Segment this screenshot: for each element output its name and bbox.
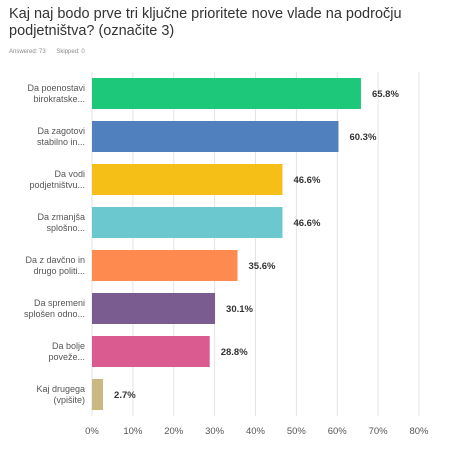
category-label-line: splošen odno... [24, 309, 85, 319]
category-label-line: Da spremeni [34, 298, 85, 308]
x-tick-label: 0% [85, 426, 99, 437]
category-label: Da spremeni splošen odno... [24, 298, 85, 319]
value-label: 65.8% [372, 89, 399, 100]
value-label: 46.6% [293, 175, 320, 186]
value-label: 28.8% [221, 347, 248, 358]
category-label-line: Da z davčno in [25, 255, 85, 265]
bar [92, 293, 216, 324]
x-tick-label: 60% [328, 426, 348, 437]
value-label: 60.3% [349, 132, 376, 143]
category-label-line: Da poenostavi [27, 83, 85, 93]
category-label: Da zagotovi stabilno in... [37, 126, 85, 147]
value-label: 46.6% [293, 218, 320, 229]
bar [92, 379, 104, 410]
response-stats: Answered: 73 Skipped: 0 [9, 49, 94, 55]
bar [92, 78, 361, 109]
category-label-line: poveže... [48, 352, 85, 362]
answered-count: Answered: 73 [9, 49, 46, 55]
category-label: Da z davčno in drugo politi... [25, 255, 85, 276]
value-label: 2.7% [114, 390, 136, 401]
category-label: Kaj drugega (vpišite) [36, 384, 85, 405]
category-label-line: Kaj drugega [36, 384, 85, 394]
category-label-line: drugo politi... [33, 266, 85, 276]
skipped-count: Skipped: 0 [56, 49, 85, 55]
category-label-line: birokratske... [33, 94, 85, 104]
x-tick-label: 20% [164, 426, 184, 437]
bar [92, 250, 238, 281]
bar [92, 121, 339, 152]
category-label: Da vodi podjetništvu... [29, 169, 85, 190]
category-label: Da poenostavi birokratske... [27, 83, 85, 104]
category-label-line: Da zagotovi [37, 126, 85, 136]
bar [92, 164, 283, 195]
bar [92, 207, 283, 238]
category-label-line: Da bolje [52, 341, 85, 351]
category-label-line: Da vodi [54, 169, 85, 179]
category-label: Da zmanjša splošno... [37, 212, 85, 233]
category-label-line: splošno... [46, 223, 85, 233]
bar [92, 336, 210, 367]
x-tick-label: 40% [246, 426, 266, 437]
x-tick-label: 10% [123, 426, 143, 437]
category-label-line: (vpišite) [53, 395, 85, 405]
value-label: 35.6% [249, 261, 276, 272]
value-label: 30.1% [226, 304, 253, 315]
question-title: Kaj naj bodo prve tri ključne prioritete… [9, 6, 402, 39]
x-tick-label: 70% [369, 426, 389, 437]
category-label-line: Da zmanjša [37, 212, 85, 222]
x-tick-label: 30% [205, 426, 225, 437]
category-label-line: stabilno in... [37, 137, 85, 147]
category-label: Da bolje poveže... [48, 341, 85, 362]
x-tick-label: 50% [287, 426, 307, 437]
category-label-line: podjetništvu... [29, 180, 85, 190]
x-tick-label: 80% [409, 426, 429, 437]
